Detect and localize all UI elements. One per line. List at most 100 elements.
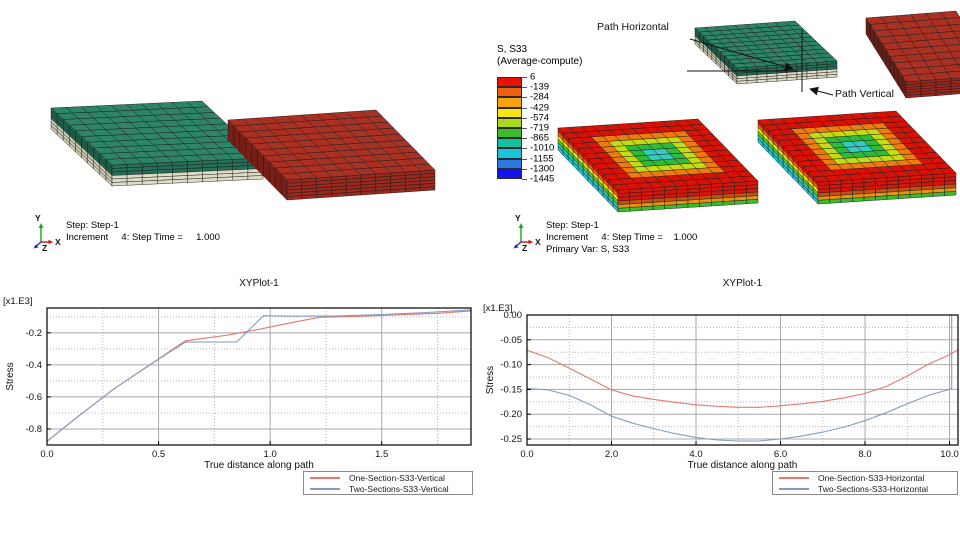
spectrum-boundary-tick	[522, 138, 527, 140]
y-tick-labels: -0.2 -0.4 -0.6 -0.8	[26, 328, 42, 435]
two-sections-mesh-model	[50, 100, 264, 187]
step-state-text: Step: Step-1 Increment 4: Step Time = 1.…	[66, 220, 220, 243]
svg-text:1.0: 1.0	[264, 449, 277, 460]
spectrum-boundary-tick	[522, 87, 527, 89]
spectrum-boundary-value: -719	[530, 122, 550, 134]
spectrum-boundary-tick	[522, 128, 527, 129]
xy-plot-legend-vertical: One-Section-S33-Vertical Two-Sections-S33…	[303, 471, 473, 495]
x-tick-labels: 0.0 2.0 4.0 6.0 8.0 10.0	[520, 449, 958, 460]
spectrum-boundary-tick	[522, 168, 527, 170]
svg-text:-0.4: -0.4	[26, 360, 42, 371]
path-vertical-annotation: Path Vertical	[835, 88, 894, 100]
svg-text:0.00: 0.00	[504, 310, 523, 321]
plot-frame	[46, 307, 472, 446]
plot-title: XYPlot-1	[723, 278, 763, 289]
legend-entry: Two-Sections-S33-Horizontal	[779, 483, 951, 494]
y-axis-label: Stress	[5, 362, 16, 390]
spectrum-boundary-tick	[522, 158, 527, 160]
spectrum-band-swatch	[497, 87, 522, 98]
spectrum-average-label: (Average-compute)	[497, 56, 583, 67]
svg-text:4.0: 4.0	[689, 449, 702, 460]
svg-text:-0.6: -0.6	[26, 392, 42, 403]
spectrum-boundary-value: 6	[530, 71, 536, 83]
svg-text:-0.8: -0.8	[26, 424, 42, 435]
triad-z-label: Z	[522, 243, 527, 251]
spectrum-boundary-tick	[522, 117, 527, 119]
legend-line-swatch	[310, 476, 340, 479]
contour-spectrum-legend: S, S33 (Average-compute) 6 -139 -284 -429 -5…	[497, 44, 587, 189]
annotated-one-section-model	[865, 10, 960, 99]
x-axis-label: True distance along path	[204, 460, 314, 471]
svg-text:6.0: 6.0	[774, 449, 787, 460]
spectrum-boundary-tick	[522, 77, 527, 78]
series-line-Two-Sections-S33-Vertical	[46, 309, 472, 442]
contour-result-model-left	[557, 118, 759, 213]
path-annotation-lines	[687, 30, 834, 96]
svg-text:-0.25: -0.25	[500, 434, 522, 445]
xy-plot-vertical-path[interactable]: 0.0 0.5 1.0 1.5 -0.2 -0.4 -0.6 -0.8 XYPlot-1 [x1.…	[0, 270, 480, 540]
viewport-contour-results[interactable]	[480, 0, 960, 270]
svg-text:10.0: 10.0	[940, 449, 959, 460]
legend-line-swatch	[779, 487, 809, 490]
svg-text:0.0: 0.0	[40, 449, 53, 460]
axis-ticks	[526, 314, 951, 445]
triad-y-label: Y	[515, 213, 521, 223]
series-line-One-Section-S33-Vertical	[46, 310, 472, 442]
series-line-One-Section-S33-Horizontal	[526, 349, 959, 408]
svg-text:-0.20: -0.20	[500, 409, 522, 420]
svg-text:-0.15: -0.15	[500, 384, 522, 395]
plot-frame	[526, 314, 959, 446]
spectrum-band-swatch	[497, 148, 522, 159]
triad-x-label: X	[535, 237, 541, 247]
spectrum-boundary-tick	[522, 107, 527, 109]
spectrum-band-swatch	[497, 107, 522, 118]
svg-text:2.0: 2.0	[605, 449, 618, 460]
legend-line-swatch	[310, 487, 340, 490]
svg-text:-0.10: -0.10	[500, 360, 522, 371]
triad-y-label: Y	[35, 213, 41, 223]
svg-text:0.5: 0.5	[152, 449, 165, 460]
orientation-triad-icon: Y X Z	[33, 213, 61, 251]
spectrum-band-swatch	[497, 117, 522, 128]
y-tick-labels: 0.00 -0.05 -0.10 -0.15 -0.20 -0.25	[500, 310, 522, 445]
one-section-mesh-model	[227, 109, 436, 201]
spectrum-band-swatch	[497, 158, 522, 169]
axis-multiplier-label: [x1.E3]	[483, 303, 513, 314]
svg-text:1.5: 1.5	[375, 449, 388, 460]
xy-plot-horizontal-path[interactable]: 0.0 2.0 4.0 6.0 8.0 10.0 0.00 -0.05 -0.10 -0.15 -0…	[480, 270, 960, 540]
viewport-undeformed-models[interactable]	[0, 0, 480, 270]
legend-series-name: Two-Sections-S33-Horizontal	[818, 483, 929, 494]
x-axis-label: True distance along path	[688, 460, 798, 471]
spectrum-band-swatch	[497, 127, 522, 139]
triad-z-label: Z	[42, 243, 47, 251]
spectrum-boundary-value: -1155	[530, 153, 554, 165]
svg-text:-0.05: -0.05	[500, 335, 522, 346]
svg-text:8.0: 8.0	[858, 449, 871, 460]
legend-line-swatch	[779, 476, 809, 479]
legend-series-name: Two-Sections-S33-Vertical	[349, 483, 449, 494]
major-gridlines	[46, 308, 471, 445]
spectrum-variable-label: S, S33	[497, 44, 528, 55]
axis-ticks	[46, 332, 383, 445]
legend-entry: One-Section-S33-Vertical	[310, 472, 466, 483]
spectrum-color-scale: 6 -139 -284 -429 -574 -719 -865 -1010 -1155 -1300…	[497, 72, 587, 189]
spectrum-boundary-value: -1300	[530, 163, 555, 175]
plot-title: XYPlot-1	[239, 278, 279, 289]
orientation-triad-icon: Y X Z	[513, 213, 541, 251]
annotated-two-sections-model	[694, 20, 838, 85]
spectrum-boundary-value: -429	[530, 102, 550, 114]
spectrum-boundary-tick	[522, 179, 527, 180]
spectrum-boundary-value: -865	[530, 132, 550, 144]
series-line-Two-Sections-S33-Horizontal	[526, 315, 953, 442]
legend-series-name: One-Section-S33-Vertical	[349, 472, 445, 483]
state-block-left: Y X Z Step: Step-1 Increment 4: Step Tim…	[31, 211, 331, 253]
legend-entry: Two-Sections-S33-Vertical	[310, 483, 466, 494]
minor-gridlines	[527, 315, 958, 445]
spectrum-band-swatch	[497, 97, 522, 108]
legend-entry: One-Section-S33-Horizontal	[779, 472, 951, 483]
axis-multiplier-label: [x1.E3]	[3, 296, 33, 307]
legend-series-name: One-Section-S33-Horizontal	[818, 472, 925, 483]
spectrum-boundary-value: -284	[530, 91, 550, 103]
step-state-text: Step: Step-1 Increment 4: Step Time = 1.…	[546, 220, 698, 255]
